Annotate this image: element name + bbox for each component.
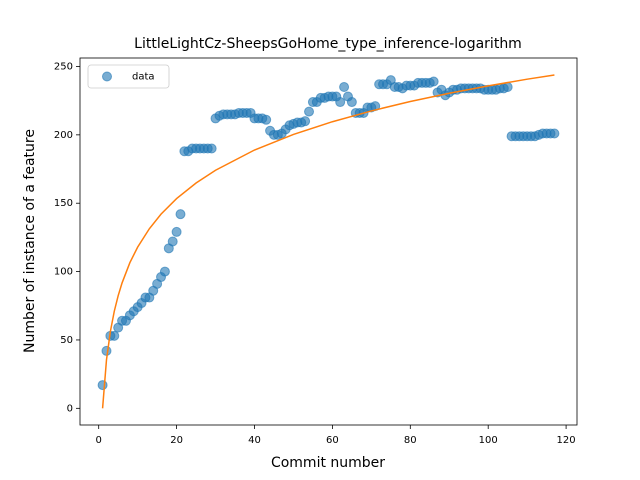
data-point bbox=[300, 116, 311, 127]
data-point bbox=[101, 345, 112, 356]
y-tick-label: 200 bbox=[54, 130, 73, 141]
y-tick-label: 250 bbox=[54, 61, 73, 72]
x-tick-label: 60 bbox=[326, 435, 339, 446]
legend-box bbox=[87, 64, 170, 89]
plot-area bbox=[97, 74, 560, 409]
legend-label: data bbox=[132, 72, 155, 83]
y-tick-label: 100 bbox=[54, 267, 73, 278]
data-point bbox=[304, 106, 315, 117]
y-axis-label: Number of instance of a feature bbox=[22, 129, 38, 353]
x-tick-label: 40 bbox=[248, 435, 261, 446]
data-point bbox=[549, 128, 560, 139]
data-point bbox=[206, 143, 217, 154]
x-tick-label: 20 bbox=[170, 435, 183, 446]
data-point bbox=[175, 209, 186, 220]
data-point bbox=[339, 81, 350, 92]
legend-marker bbox=[102, 71, 112, 82]
y-tick-label: 150 bbox=[54, 198, 73, 209]
data-point bbox=[109, 330, 120, 341]
x-axis-label: Commit number bbox=[271, 455, 385, 471]
axes-frame bbox=[79, 57, 578, 426]
data-point bbox=[171, 226, 182, 237]
data-point bbox=[346, 97, 357, 108]
data-point bbox=[97, 380, 108, 391]
y-tick-label: 0 bbox=[67, 403, 73, 414]
data-point bbox=[428, 76, 439, 87]
y-tick-label: 50 bbox=[60, 335, 73, 346]
data-point bbox=[261, 114, 272, 125]
x-tick-label: 120 bbox=[557, 435, 576, 446]
x-tick-label: 0 bbox=[96, 435, 102, 446]
x-tick-label: 100 bbox=[479, 435, 498, 446]
x-tick-label: 80 bbox=[404, 435, 417, 446]
data-point bbox=[159, 266, 170, 277]
data-point bbox=[335, 97, 346, 108]
fit-line bbox=[101, 74, 555, 409]
data-point bbox=[167, 236, 178, 247]
chart-title: LittleLightCz-SheepsGoHome_type_inferenc… bbox=[134, 36, 522, 52]
